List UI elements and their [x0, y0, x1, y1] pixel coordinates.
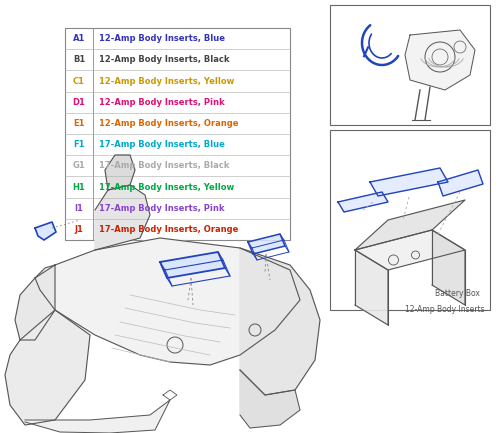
Bar — [65, 28, 290, 240]
Text: J1: J1 — [74, 225, 84, 234]
Polygon shape — [370, 168, 448, 196]
Polygon shape — [355, 230, 465, 270]
Polygon shape — [405, 30, 475, 90]
Text: H1: H1 — [72, 182, 86, 191]
Text: 12-Amp Body Inserts, Pink: 12-Amp Body Inserts, Pink — [99, 98, 224, 107]
Text: 12-Amp Body Inserts, Orange: 12-Amp Body Inserts, Orange — [99, 119, 238, 128]
Bar — [330, 130, 490, 310]
Polygon shape — [240, 370, 300, 428]
Text: 17-Amp Body Inserts, Black: 17-Amp Body Inserts, Black — [99, 162, 230, 170]
Polygon shape — [432, 230, 465, 305]
Text: 17-Amp Body Inserts, Yellow: 17-Amp Body Inserts, Yellow — [99, 182, 234, 191]
Text: 12-Amp Body Inserts, Black: 12-Amp Body Inserts, Black — [99, 55, 230, 64]
Text: I1: I1 — [74, 204, 84, 213]
Polygon shape — [95, 185, 150, 250]
Polygon shape — [338, 192, 388, 212]
Text: E1: E1 — [73, 119, 85, 128]
Text: B1: B1 — [73, 55, 85, 64]
Polygon shape — [35, 238, 300, 365]
Text: D1: D1 — [72, 98, 86, 107]
Text: G1: G1 — [72, 162, 86, 170]
Text: 12-Amp Body Inserts, Yellow: 12-Amp Body Inserts, Yellow — [99, 77, 234, 85]
Text: 12-Amp Body Inserts, Blue: 12-Amp Body Inserts, Blue — [99, 34, 225, 43]
Text: C1: C1 — [73, 77, 85, 85]
Polygon shape — [240, 248, 320, 395]
Polygon shape — [15, 265, 55, 340]
Polygon shape — [248, 234, 285, 254]
Text: 17-Amp Body Inserts, Orange: 17-Amp Body Inserts, Orange — [99, 225, 238, 234]
Polygon shape — [35, 222, 56, 240]
Polygon shape — [355, 250, 388, 325]
Text: Battery Box: Battery Box — [435, 289, 480, 298]
Bar — [330, 5, 490, 125]
Polygon shape — [438, 170, 483, 196]
Polygon shape — [355, 200, 465, 250]
Polygon shape — [25, 400, 170, 433]
Polygon shape — [5, 310, 90, 425]
Text: F1: F1 — [73, 140, 85, 149]
Text: 17-Amp Body Inserts, Pink: 17-Amp Body Inserts, Pink — [99, 204, 224, 213]
Text: 17-Amp Body Inserts, Blue: 17-Amp Body Inserts, Blue — [99, 140, 225, 149]
Polygon shape — [105, 155, 135, 190]
Text: A1: A1 — [73, 34, 85, 43]
Text: 12-Amp Body Inserts: 12-Amp Body Inserts — [406, 305, 485, 314]
Polygon shape — [160, 252, 225, 278]
